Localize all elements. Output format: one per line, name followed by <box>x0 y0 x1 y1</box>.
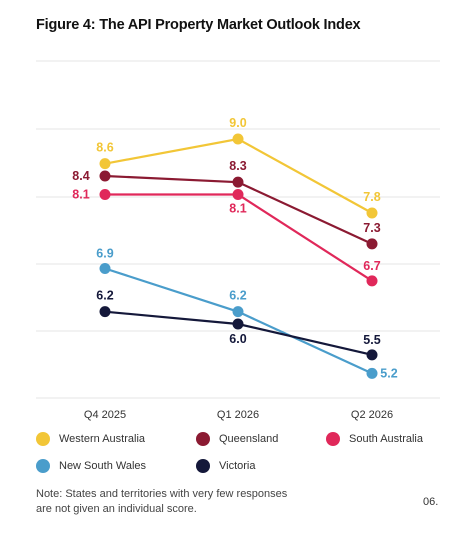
data-label: 7.8 <box>363 190 380 204</box>
legend-label: Victoria <box>219 460 256 472</box>
data-point <box>232 133 244 145</box>
data-point <box>99 170 111 182</box>
data-point <box>99 189 111 200</box>
x-axis-ticks: Q4 2025 Q1 2026 Q2 2026 <box>84 409 393 421</box>
legend-label: Queensland <box>219 433 279 445</box>
legend-swatch <box>196 459 210 473</box>
data-point <box>232 318 244 330</box>
data-point <box>99 306 111 318</box>
data-point <box>366 367 378 379</box>
data-labels: 8.6 9.0 7.8 8.4 8.3 7.3 8.1 8.1 6.7 6.9 6.2 5.2 6.2 6… <box>72 116 397 380</box>
legend-item-western-australia: Western Australia <box>36 432 145 446</box>
data-label: 8.1 <box>72 188 89 202</box>
legend-item-victoria: Victoria <box>196 459 255 473</box>
legend-swatch <box>36 432 50 446</box>
legend: Western Australia Queensland South Austral… <box>36 432 456 492</box>
chart-title: Figure 4: The API Property Market Outloo… <box>36 17 361 33</box>
page-number: 06. <box>423 496 439 508</box>
data-point <box>366 207 378 219</box>
data-label: 5.5 <box>363 333 380 347</box>
line-chart: 8.6 9.0 7.8 8.4 8.3 7.3 8.1 8.1 6.7 6.9 6.2 5.2 6.2 6… <box>36 60 440 421</box>
data-label: 5.2 <box>380 366 397 380</box>
x-tick-label: Q4 2025 <box>84 409 126 421</box>
legend-label: Western Australia <box>59 433 146 445</box>
data-label: 6.0 <box>229 332 246 346</box>
data-point <box>99 263 111 274</box>
data-label: 8.4 <box>72 169 89 183</box>
data-point <box>366 275 378 287</box>
data-label: 6.7 <box>363 259 380 273</box>
legend-swatch <box>196 432 210 446</box>
data-point <box>232 189 244 200</box>
data-label: 6.2 <box>229 289 246 303</box>
data-label: 7.3 <box>363 221 380 235</box>
legend-swatch <box>326 432 340 446</box>
legend-swatch <box>36 459 50 473</box>
data-point <box>232 306 244 318</box>
data-point <box>99 158 111 170</box>
data-label: 6.2 <box>96 289 113 303</box>
x-tick-label: Q2 2026 <box>351 409 393 421</box>
legend-item-queensland: Queensland <box>196 432 278 446</box>
data-point <box>232 176 244 188</box>
legend-item-south-australia: South Australia <box>326 432 423 446</box>
legend-label: South Australia <box>349 433 423 445</box>
legend-label: New South Wales <box>59 460 147 472</box>
data-label: 9.0 <box>229 116 246 130</box>
data-label: 8.1 <box>229 202 246 216</box>
data-label: 8.6 <box>96 141 113 155</box>
series-points <box>99 133 378 379</box>
data-label: 8.3 <box>229 159 246 173</box>
x-tick-label: Q1 2026 <box>217 409 259 421</box>
data-point <box>366 238 378 250</box>
data-point <box>366 349 378 361</box>
data-label: 6.9 <box>96 247 113 261</box>
legend-item-new-south-wales: New South Wales <box>36 459 146 473</box>
footnote: Note: States and territories with very f… <box>36 488 288 515</box>
